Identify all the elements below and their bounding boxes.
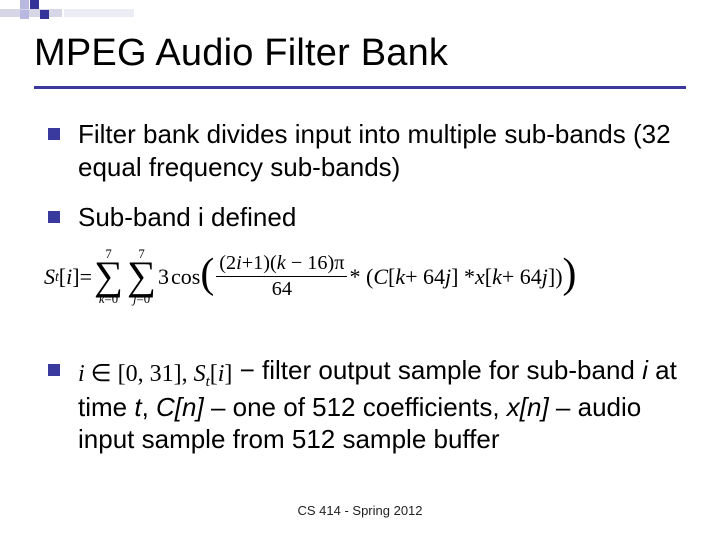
eq-S: S (44, 264, 55, 290)
bullet-3-text: i ∈ [0, 31], St[i] − filter output sampl… (78, 354, 680, 456)
bullet-2: Sub-band i defined (48, 201, 680, 234)
corner-decoration (0, 0, 160, 22)
eq-equals: = (80, 264, 92, 290)
bullet-square-icon (48, 211, 60, 223)
eq-fraction: (2i+1)(k − 16)π 64 (216, 253, 347, 300)
bullet-square-icon (48, 128, 60, 140)
bullet-3: i ∈ [0, 31], St[i] − filter output sampl… (48, 354, 680, 456)
slide-title: MPEG Audio Filter Bank (34, 32, 686, 75)
bullet-1-text: Filter bank divides input into multiple … (78, 118, 680, 183)
bullet-square-icon (48, 364, 60, 376)
title-underline (34, 86, 686, 89)
sum-j: 7 ∑ j=0 (127, 248, 156, 306)
sum-k: 7 ∑ k=0 (94, 248, 123, 306)
equation: St[i] = 7 ∑ k=0 7 ∑ j=0 3 cos ( (44, 248, 680, 306)
bullet-2-text: Sub-band i defined (78, 201, 680, 234)
eq-coef3: 3 (158, 264, 169, 290)
slide-body: Filter bank divides input into multiple … (48, 118, 680, 480)
eq-cos: cos (171, 264, 200, 290)
slide-footer: CS 414 - Spring 2012 (0, 503, 720, 518)
bullet-1: Filter bank divides input into multiple … (48, 118, 680, 183)
